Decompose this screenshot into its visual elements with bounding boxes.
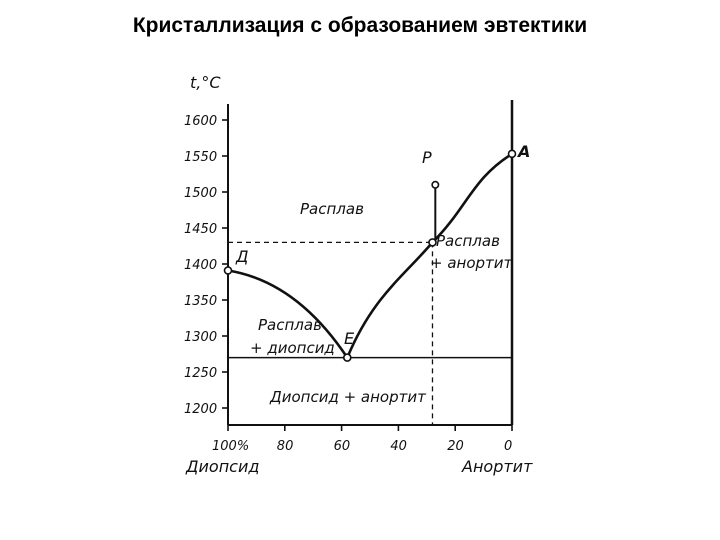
- y-tick-label: 1250: [184, 366, 217, 381]
- y-tick-label: 1300: [184, 330, 217, 345]
- x-left-label: Диопсид: [185, 457, 259, 476]
- x-tick-label: 60: [334, 439, 351, 454]
- x-tick-label: 80: [277, 439, 294, 454]
- y-tick-label: 1600: [184, 114, 217, 129]
- region-melt-diopside-label-2: + диопсид: [250, 339, 335, 357]
- x-tick-label: 0: [504, 439, 512, 454]
- region-solid-label: Диопсид + анортит: [269, 388, 427, 406]
- point-p-label: P: [422, 148, 432, 167]
- y-tick-label: 1400: [184, 258, 217, 273]
- slide-title: Кристаллизация с образованием эвтектики: [132, 14, 588, 37]
- dashed-intersection-marker: [428, 238, 437, 247]
- y-ticks: 1600 1550 1500 1450 1400 1350 1300 1250 1200: [184, 114, 228, 417]
- point-e-label: E: [344, 329, 355, 348]
- point-e-marker: [342, 353, 352, 362]
- x-tick-label: 100%: [212, 439, 249, 454]
- x-tick-label: 40: [390, 439, 407, 454]
- y-tick-label: 1450: [184, 222, 217, 237]
- y-tick-label: 1200: [184, 402, 217, 417]
- x-right-label: Анортит: [461, 457, 533, 476]
- point-a-marker: [507, 149, 517, 159]
- y-tick-label: 1500: [184, 186, 217, 201]
- liquidus-diopside-curve: [227, 269, 349, 359]
- point-d-marker: [223, 266, 233, 275]
- point-a-label: A: [516, 142, 530, 161]
- x-tick-label: 20: [447, 439, 464, 454]
- region-melt-diopside-label-1: Расплав: [258, 316, 322, 334]
- region-melt-anorthite-label-1: Расплав: [436, 232, 500, 250]
- x-ticks: 100% 80 60 40 20 0: [212, 425, 513, 454]
- y-tick-label: 1550: [184, 150, 217, 165]
- point-d-label: Д: [235, 247, 249, 266]
- y-axis-label: t,°C: [190, 73, 221, 92]
- region-melt-label: Расплав: [300, 200, 364, 218]
- point-p-marker: [431, 180, 440, 189]
- y-tick-label: 1350: [184, 294, 217, 309]
- region-melt-anorthite-label-2: + анортит: [430, 254, 514, 272]
